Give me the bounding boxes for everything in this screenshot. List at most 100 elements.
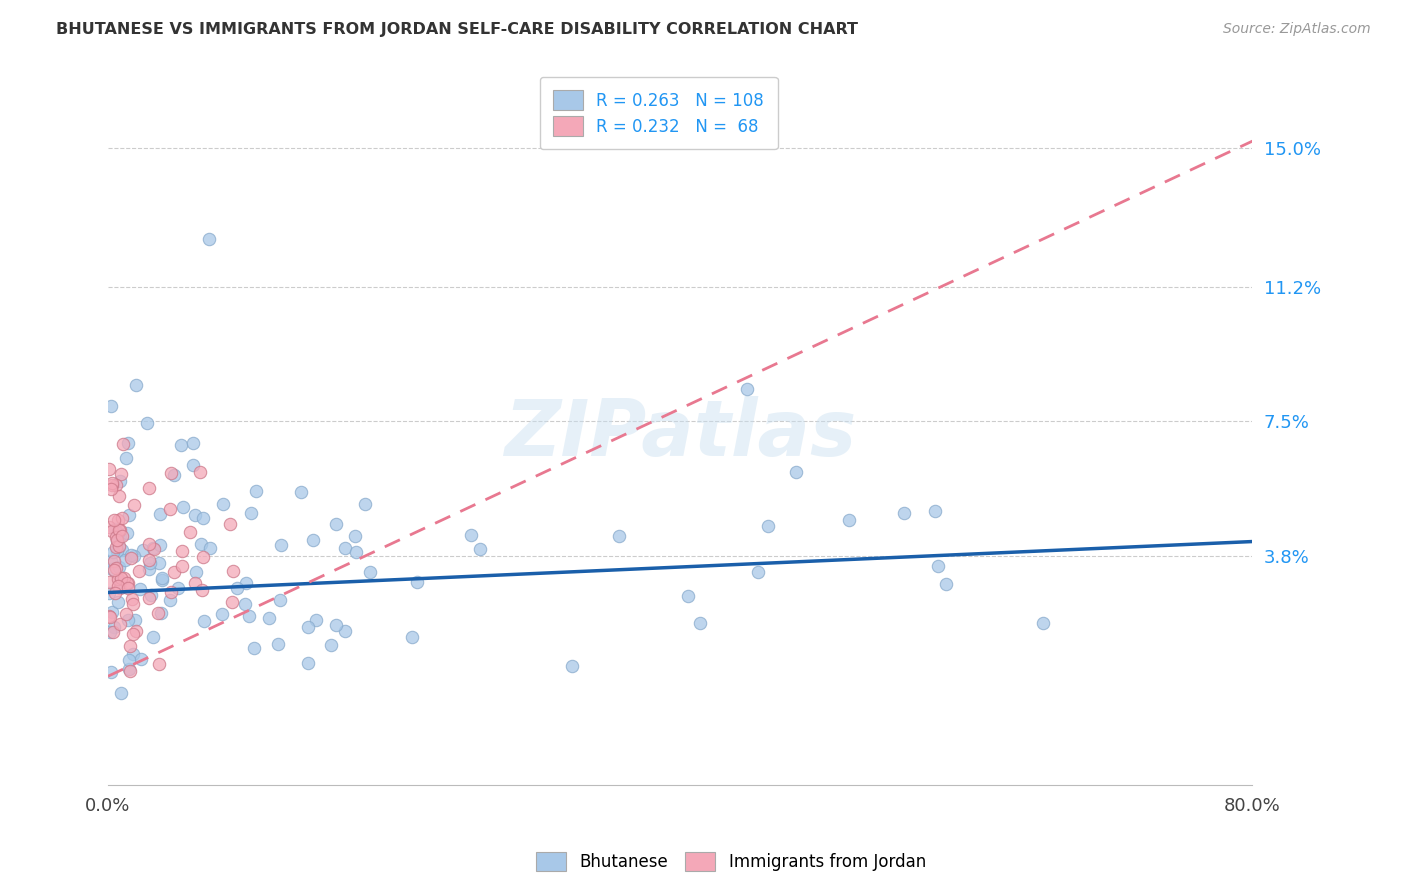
Point: [235, 597, 257, 611]
Point: [689, 616, 711, 631]
Point: [107, 572, 129, 586]
Point: [468, 541, 491, 556]
Point: [335, 541, 357, 555]
Point: [142, 541, 165, 556]
Point: [125, 378, 148, 392]
Point: [561, 659, 583, 673]
Point: [212, 497, 235, 511]
Point: [108, 559, 131, 574]
Point: [190, 465, 212, 479]
Point: [120, 548, 142, 562]
Point: [121, 592, 143, 607]
Point: [222, 564, 245, 578]
Point: [219, 517, 242, 532]
Point: [118, 653, 141, 667]
Point: [148, 556, 170, 570]
Point: [115, 525, 138, 540]
Point: [100, 482, 122, 496]
Point: [150, 573, 173, 587]
Point: [104, 530, 127, 544]
Point: [159, 467, 181, 481]
Point: [103, 512, 125, 526]
Point: [122, 597, 145, 611]
Point: [325, 516, 347, 531]
Point: [184, 575, 207, 590]
Point: [325, 618, 347, 632]
Point: [114, 553, 136, 567]
Point: [103, 619, 125, 633]
Point: [302, 533, 325, 547]
Text: BHUTANESE VS IMMIGRANTS FROM JORDAN SELF-CARE DISABILITY CORRELATION CHART: BHUTANESE VS IMMIGRANTS FROM JORDAN SELF…: [56, 22, 858, 37]
Point: [243, 640, 266, 655]
Point: [245, 484, 267, 499]
Point: [163, 468, 186, 483]
Point: [108, 489, 131, 503]
Point: [122, 498, 145, 512]
Point: [343, 529, 366, 543]
Point: [344, 545, 367, 559]
Point: [927, 559, 949, 574]
Point: [676, 589, 699, 603]
Point: [172, 500, 194, 514]
Point: [107, 526, 129, 541]
Point: [238, 609, 260, 624]
Point: [172, 543, 194, 558]
Point: [221, 595, 243, 609]
Point: [190, 537, 212, 551]
Point: [297, 620, 319, 634]
Point: [98, 608, 121, 623]
Point: [108, 524, 131, 538]
Point: [297, 656, 319, 670]
Point: [129, 582, 152, 597]
Point: [136, 417, 159, 431]
Point: [132, 543, 155, 558]
Point: [115, 607, 138, 622]
Point: [98, 520, 121, 534]
Point: [138, 553, 160, 567]
Point: [104, 540, 127, 554]
Point: [200, 541, 222, 555]
Point: [117, 613, 139, 627]
Point: [112, 570, 135, 584]
Point: [101, 605, 124, 619]
Point: [359, 565, 381, 579]
Point: [110, 475, 132, 489]
Point: [211, 607, 233, 621]
Point: [198, 232, 221, 246]
Point: [267, 637, 290, 651]
Point: [118, 639, 141, 653]
Point: [142, 630, 165, 644]
Point: [139, 588, 162, 602]
Point: [184, 565, 207, 579]
Point: [756, 519, 779, 533]
Point: [172, 558, 194, 573]
Point: [405, 574, 427, 589]
Point: [129, 652, 152, 666]
Point: [100, 554, 122, 568]
Legend: Bhutanese, Immigrants from Jordan: Bhutanese, Immigrants from Jordan: [529, 843, 934, 880]
Point: [139, 556, 162, 570]
Point: [115, 576, 138, 591]
Point: [181, 435, 204, 450]
Point: [110, 686, 132, 700]
Legend: R = 0.263   N = 108, R = 0.232   N =  68: R = 0.263 N = 108, R = 0.232 N = 68: [540, 77, 778, 149]
Point: [100, 665, 122, 680]
Point: [110, 571, 132, 585]
Point: [183, 458, 205, 473]
Point: [737, 382, 759, 396]
Point: [893, 506, 915, 520]
Point: [104, 560, 127, 574]
Point: [103, 625, 125, 640]
Point: [138, 591, 160, 606]
Point: [98, 585, 121, 599]
Point: [333, 624, 356, 638]
Point: [111, 542, 134, 557]
Point: [115, 450, 138, 465]
Point: [103, 563, 125, 577]
Point: [120, 551, 142, 566]
Point: [138, 562, 160, 576]
Point: [747, 565, 769, 579]
Point: [159, 502, 181, 516]
Point: [838, 513, 860, 527]
Point: [110, 467, 132, 482]
